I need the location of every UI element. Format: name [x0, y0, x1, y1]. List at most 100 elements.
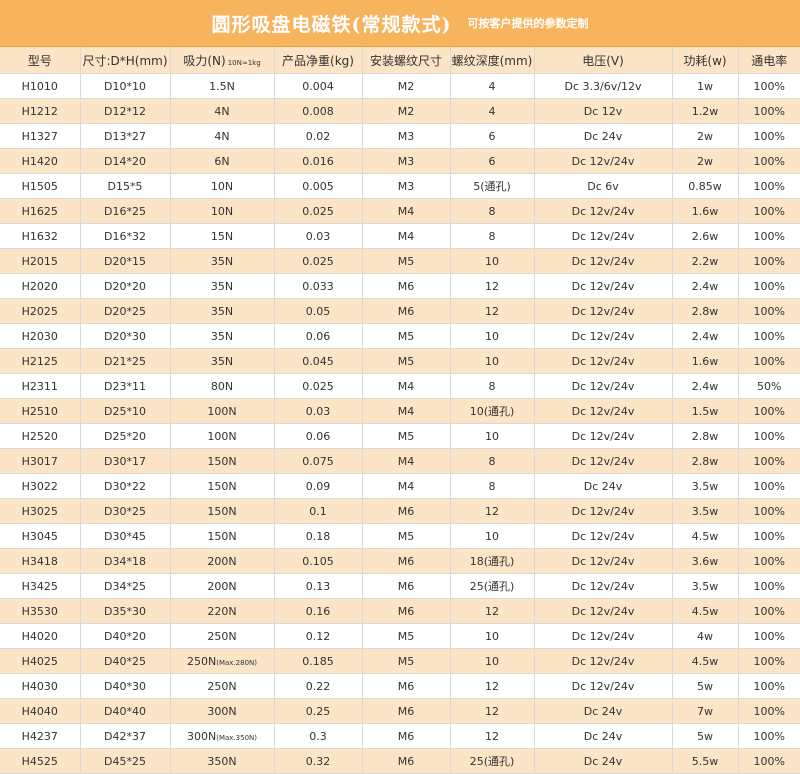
cell-force-value: 250N — [207, 679, 237, 693]
cell-duty: 100% — [738, 73, 800, 99]
cell-depth: 4 — [450, 73, 535, 99]
header-thread: 安装螺纹尺寸 — [362, 47, 451, 74]
table-row: H3017 D30*17 150N 0.075 M4 8 Dc 12v/24v 2.8w 100… — [0, 448, 800, 474]
table-row: H2125 D21*25 35N 0.045 M5 10 Dc 12v/24v 1.6w 100… — [0, 348, 800, 374]
cell-duty: 100% — [738, 623, 800, 649]
cell-depth: 8 — [450, 448, 535, 474]
cell-voltage: Dc 12v/24v — [534, 623, 673, 649]
cell-model: H1212 — [0, 98, 81, 124]
table-row: H2030 D20*30 35N 0.06 M5 10 Dc 12v/24v 2.4w 100% — [0, 323, 800, 349]
cell-thread: M6 — [362, 298, 451, 324]
cell-power: 2w — [672, 123, 739, 149]
cell-depth: 12 — [450, 598, 535, 624]
cell-model: H3418 — [0, 548, 81, 574]
cell-thread: M5 — [362, 423, 451, 449]
cell-thread: M3 — [362, 148, 451, 174]
table-row: H1212 D12*12 4N 0.008 M2 4 Dc 12v 1.2w 100% — [0, 98, 800, 124]
cell-voltage: Dc 12v/24v — [534, 273, 673, 299]
cell-voltage: Dc 12v/24v — [534, 673, 673, 699]
header-voltage: 电压(V) — [534, 47, 673, 74]
cell-force-value: 100N — [207, 429, 237, 443]
cell-thread: M5 — [362, 248, 451, 274]
cell-duty: 100% — [738, 323, 800, 349]
cell-voltage: Dc 12v/24v — [534, 398, 673, 424]
cell-power: 3.6w — [672, 548, 739, 574]
cell-power: 2.8w — [672, 298, 739, 324]
cell-force-value: 100N — [207, 404, 237, 418]
cell-weight: 0.22 — [274, 673, 363, 699]
cell-weight: 0.02 — [274, 123, 363, 149]
cell-force: 6N — [170, 148, 275, 174]
cell-force-value: 250N — [187, 654, 217, 668]
cell-thread: M6 — [362, 723, 451, 749]
cell-size: D16*32 — [80, 223, 171, 249]
cell-thread: M6 — [362, 673, 451, 699]
cell-voltage: Dc 12v/24v — [534, 198, 673, 224]
cell-thread: M6 — [362, 598, 451, 624]
cell-weight: 0.033 — [274, 273, 363, 299]
cell-power: 2.4w — [672, 323, 739, 349]
table-row: H4030 D40*30 250N 0.22 M6 12 Dc 12v/24v 5w 100% — [0, 673, 800, 699]
cell-duty: 100% — [738, 98, 800, 124]
cell-duty: 100% — [738, 498, 800, 524]
cell-voltage: Dc 12v/24v — [534, 348, 673, 374]
cell-power: 7w — [672, 698, 739, 724]
cell-size: D10*10 — [80, 73, 171, 99]
cell-model: H4040 — [0, 698, 81, 724]
cell-thread: M2 — [362, 73, 451, 99]
cell-power: 4.5w — [672, 523, 739, 549]
cell-power: 1.2w — [672, 98, 739, 124]
cell-size: D25*10 — [80, 398, 171, 424]
cell-size: D40*30 — [80, 673, 171, 699]
cell-thread: M5 — [362, 323, 451, 349]
cell-model: H3530 — [0, 598, 81, 624]
cell-force: 300N — [170, 698, 275, 724]
cell-depth: 12 — [450, 298, 535, 324]
cell-voltage: Dc 12v/24v — [534, 523, 673, 549]
header-force: 吸力(N) 10N≈1kg — [170, 47, 275, 74]
cell-force-max: (Max.350N) — [216, 733, 257, 742]
cell-duty: 100% — [738, 598, 800, 624]
cell-voltage: Dc 12v/24v — [534, 248, 673, 274]
cell-duty: 100% — [738, 673, 800, 699]
cell-duty: 100% — [738, 298, 800, 324]
table-row: H2015 D20*15 35N 0.025 M5 10 Dc 12v/24v 2.2w 100… — [0, 248, 800, 274]
cell-size: D45*25 — [80, 748, 171, 774]
table-row: H1505 D15*5 10N 0.005 M3 5(通孔) Dc 6v 0.85w 100% — [0, 173, 800, 199]
cell-weight: 0.18 — [274, 523, 363, 549]
cell-size: D34*25 — [80, 573, 171, 599]
cell-size: D20*25 — [80, 298, 171, 324]
cell-size: D21*25 — [80, 348, 171, 374]
cell-force: 10N — [170, 198, 275, 224]
cell-force: 80N — [170, 373, 275, 399]
cell-depth: 10 — [450, 423, 535, 449]
table-row: H1632 D16*32 15N 0.03 M4 8 Dc 12v/24v 2.6w 100% — [0, 223, 800, 249]
cell-depth: 8 — [450, 198, 535, 224]
cell-duty: 50% — [738, 373, 800, 399]
cell-power: 3.5w — [672, 573, 739, 599]
cell-weight: 0.32 — [274, 748, 363, 774]
cell-force-value: 35N — [210, 354, 234, 368]
cell-voltage: Dc 6v — [534, 173, 673, 199]
cell-force-value: 300N — [187, 729, 217, 743]
cell-force-value: 150N — [207, 479, 237, 493]
cell-weight: 0.05 — [274, 298, 363, 324]
cell-depth: 8 — [450, 223, 535, 249]
cell-weight: 0.09 — [274, 473, 363, 499]
cell-power: 2.4w — [672, 273, 739, 299]
cell-voltage: Dc 12v/24v — [534, 298, 673, 324]
cell-model: H1625 — [0, 198, 81, 224]
cell-voltage: Dc 12v/24v — [534, 323, 673, 349]
cell-power: 2.2w — [672, 248, 739, 274]
cell-duty: 100% — [738, 398, 800, 424]
header-power: 功耗(w) — [672, 47, 739, 74]
cell-force-value: 200N — [207, 579, 237, 593]
cell-model: H2030 — [0, 323, 81, 349]
cell-depth: 10 — [450, 323, 535, 349]
cell-force: 35N — [170, 323, 275, 349]
cell-force: 4N — [170, 98, 275, 124]
cell-weight: 0.25 — [274, 698, 363, 724]
cell-duty: 100% — [738, 748, 800, 774]
cell-thread: M5 — [362, 648, 451, 674]
cell-duty: 100% — [738, 273, 800, 299]
